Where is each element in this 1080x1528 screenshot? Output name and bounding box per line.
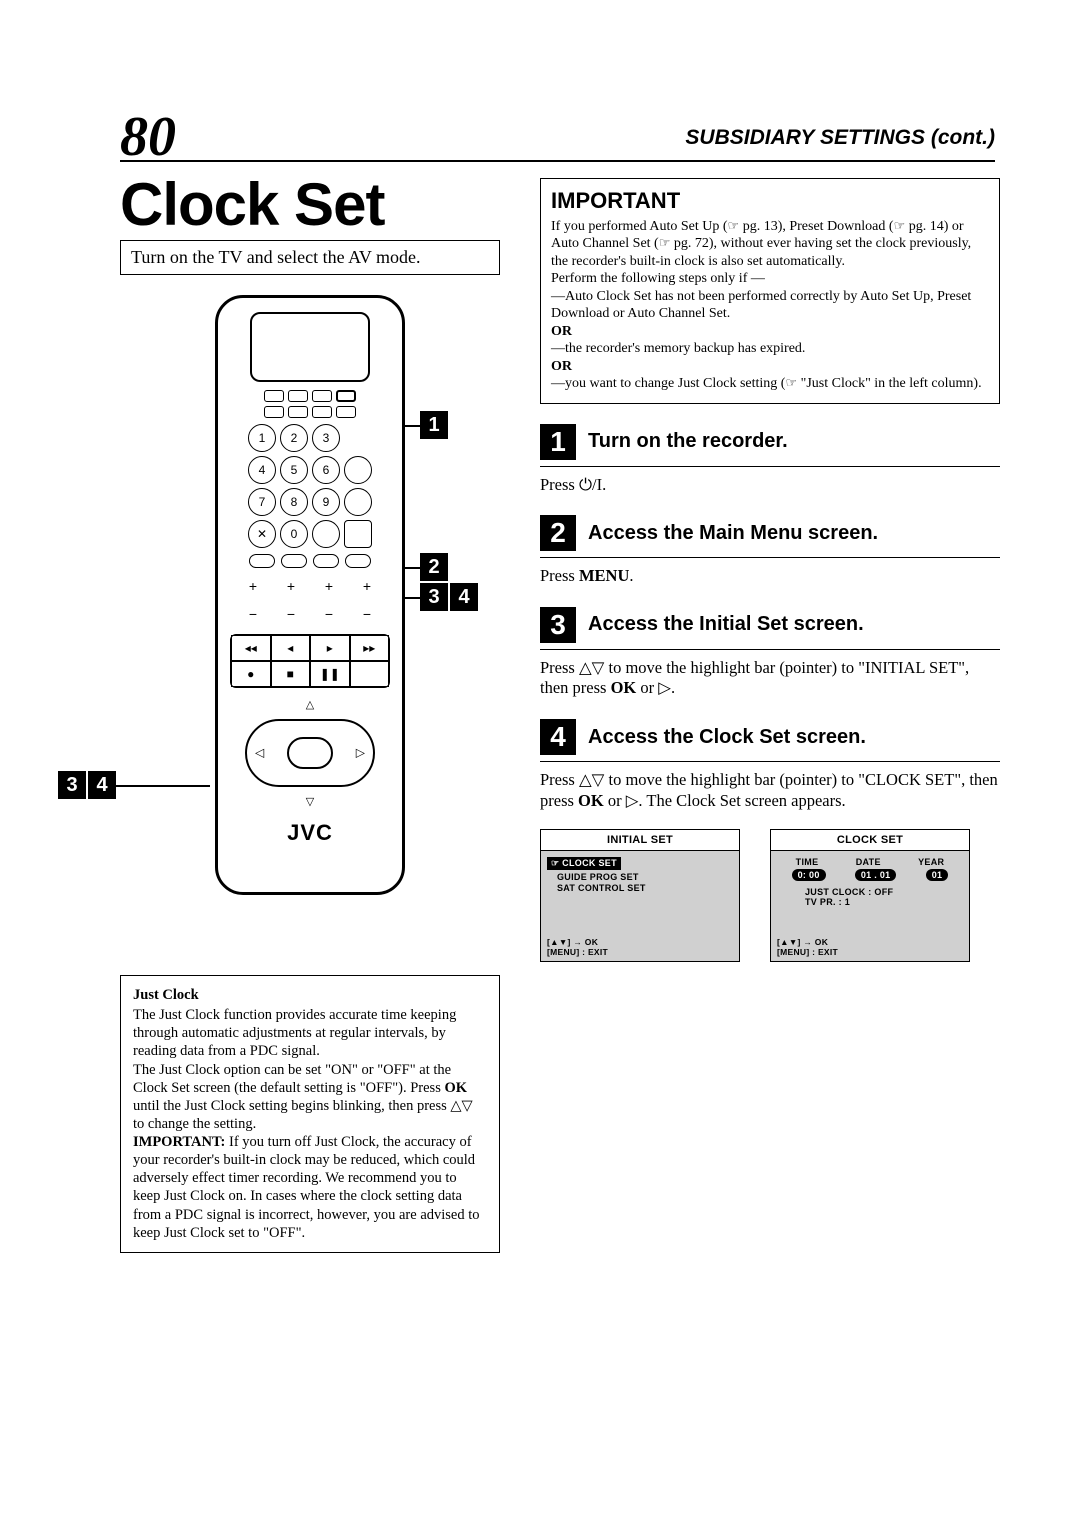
callout-3b: 3 (58, 771, 86, 799)
osd2-just-clock: JUST CLOCK : OFF (777, 887, 963, 897)
step-2: 2 Access the Main Menu screen. Press MEN… (540, 513, 1000, 587)
important-p2: Perform the following steps only if — (551, 270, 989, 288)
osd2-time: 0: 00 (792, 869, 826, 881)
just-clock-p1: The Just Clock function provides accurat… (133, 1006, 487, 1060)
callout-1: 1 (420, 411, 448, 439)
osd1-selected: ☞ CLOCK SET (547, 857, 621, 870)
callout-4b: 4 (88, 771, 116, 799)
step-body-3: Press △▽ to move the highlight bar (poin… (540, 658, 1000, 699)
osd2-date: 01 . 01 (855, 869, 897, 881)
step-body-1: Press ⏻/I. (540, 475, 1000, 496)
step-title-4: Access the Clock Set screen. (588, 726, 866, 749)
left-column: Turn on the TV and select the AV mode. 1… (120, 240, 500, 1253)
remote-diagram: 1 2 3 4 3 4 1 2 3 4 5 6 7 8 9 (120, 295, 500, 935)
osd2-title: CLOCK SET (771, 830, 969, 851)
osd1-title: INITIAL SET (541, 830, 739, 851)
osd-initial-set: INITIAL SET ☞ CLOCK SET GUIDE PROG SET S… (540, 829, 740, 962)
step-body-2: Press MENU. (540, 566, 1000, 587)
step-num-2: 2 (540, 515, 576, 551)
section-header: SUBSIDIARY SETTINGS (cont.) (685, 126, 995, 150)
important-p4: —the recorder's memory backup has expire… (551, 340, 989, 358)
step-num-4: 4 (540, 719, 576, 755)
important-or1: OR (551, 323, 989, 341)
remote-body: 1 2 3 4 5 6 7 8 9 ✕ 0 + + + (215, 295, 405, 895)
tv-instruction: Turn on the TV and select the AV mode. (120, 240, 500, 275)
osd1-foot1: [▲▼] → OK (547, 937, 608, 947)
step-num-1: 1 (540, 424, 576, 460)
important-title: IMPORTANT (551, 187, 989, 215)
remote-screen (250, 312, 370, 382)
osd1-foot2: [MENU] : EXIT (547, 947, 608, 957)
important-box: IMPORTANT If you performed Auto Set Up (… (540, 178, 1000, 404)
step-title-2: Access the Main Menu screen. (588, 522, 878, 545)
important-p3: —Auto Clock Set has not been performed c… (551, 288, 989, 323)
brand-logo: JVC (218, 820, 402, 846)
just-clock-p2: The Just Clock option can be set "ON" or… (133, 1061, 487, 1134)
important-or2: OR (551, 358, 989, 376)
right-column: IMPORTANT If you performed Auto Set Up (… (540, 178, 1000, 962)
step-4: 4 Access the Clock Set screen. Press △▽ … (540, 717, 1000, 811)
number-pad: 1 2 3 4 5 6 7 8 9 ✕ 0 (218, 424, 402, 548)
osd1-line1: GUIDE PROG SET (547, 872, 733, 882)
osd-row: INITIAL SET ☞ CLOCK SET GUIDE PROG SET S… (540, 829, 1000, 962)
important-p5: —you want to change Just Clock setting (… (551, 375, 989, 393)
important-p1: If you performed Auto Set Up (☞ pg. 13),… (551, 218, 989, 271)
transport-controls: ◂◂ ◂ ▸ ▸▸ ● ■ ❚❚ (230, 634, 390, 688)
nav-ring: ◁ ▷ (245, 719, 375, 787)
callout-4a: 4 (450, 583, 478, 611)
osd2-foot2: [MENU] : EXIT (777, 947, 838, 957)
step-title-1: Turn on the recorder. (588, 430, 788, 453)
osd-clock-set: CLOCK SET TIMEDATEYEAR 0: 00 01 . 01 01 … (770, 829, 970, 962)
step-1: 1 Turn on the recorder. Press ⏻/I. (540, 422, 1000, 496)
osd2-tvpr: TV PR. : 1 (777, 897, 963, 907)
step-3: 3 Access the Initial Set screen. Press △… (540, 605, 1000, 699)
step-title-3: Access the Initial Set screen. (588, 613, 864, 636)
just-clock-box: Just Clock The Just Clock function provi… (120, 975, 500, 1253)
osd1-line2: SAT CONTROL SET (547, 883, 733, 893)
callout-2: 2 (420, 553, 448, 581)
top-rule (120, 160, 995, 162)
step-num-3: 3 (540, 607, 576, 643)
main-title: Clock Set (120, 170, 384, 239)
osd2-year: 01 (926, 869, 949, 881)
callout-3a: 3 (420, 583, 448, 611)
osd2-foot1: [▲▼] → OK (777, 937, 838, 947)
just-clock-p3: IMPORTANT: If you turn off Just Clock, t… (133, 1133, 487, 1242)
just-clock-title: Just Clock (133, 986, 487, 1004)
step-body-4: Press △▽ to move the highlight bar (poin… (540, 770, 1000, 811)
